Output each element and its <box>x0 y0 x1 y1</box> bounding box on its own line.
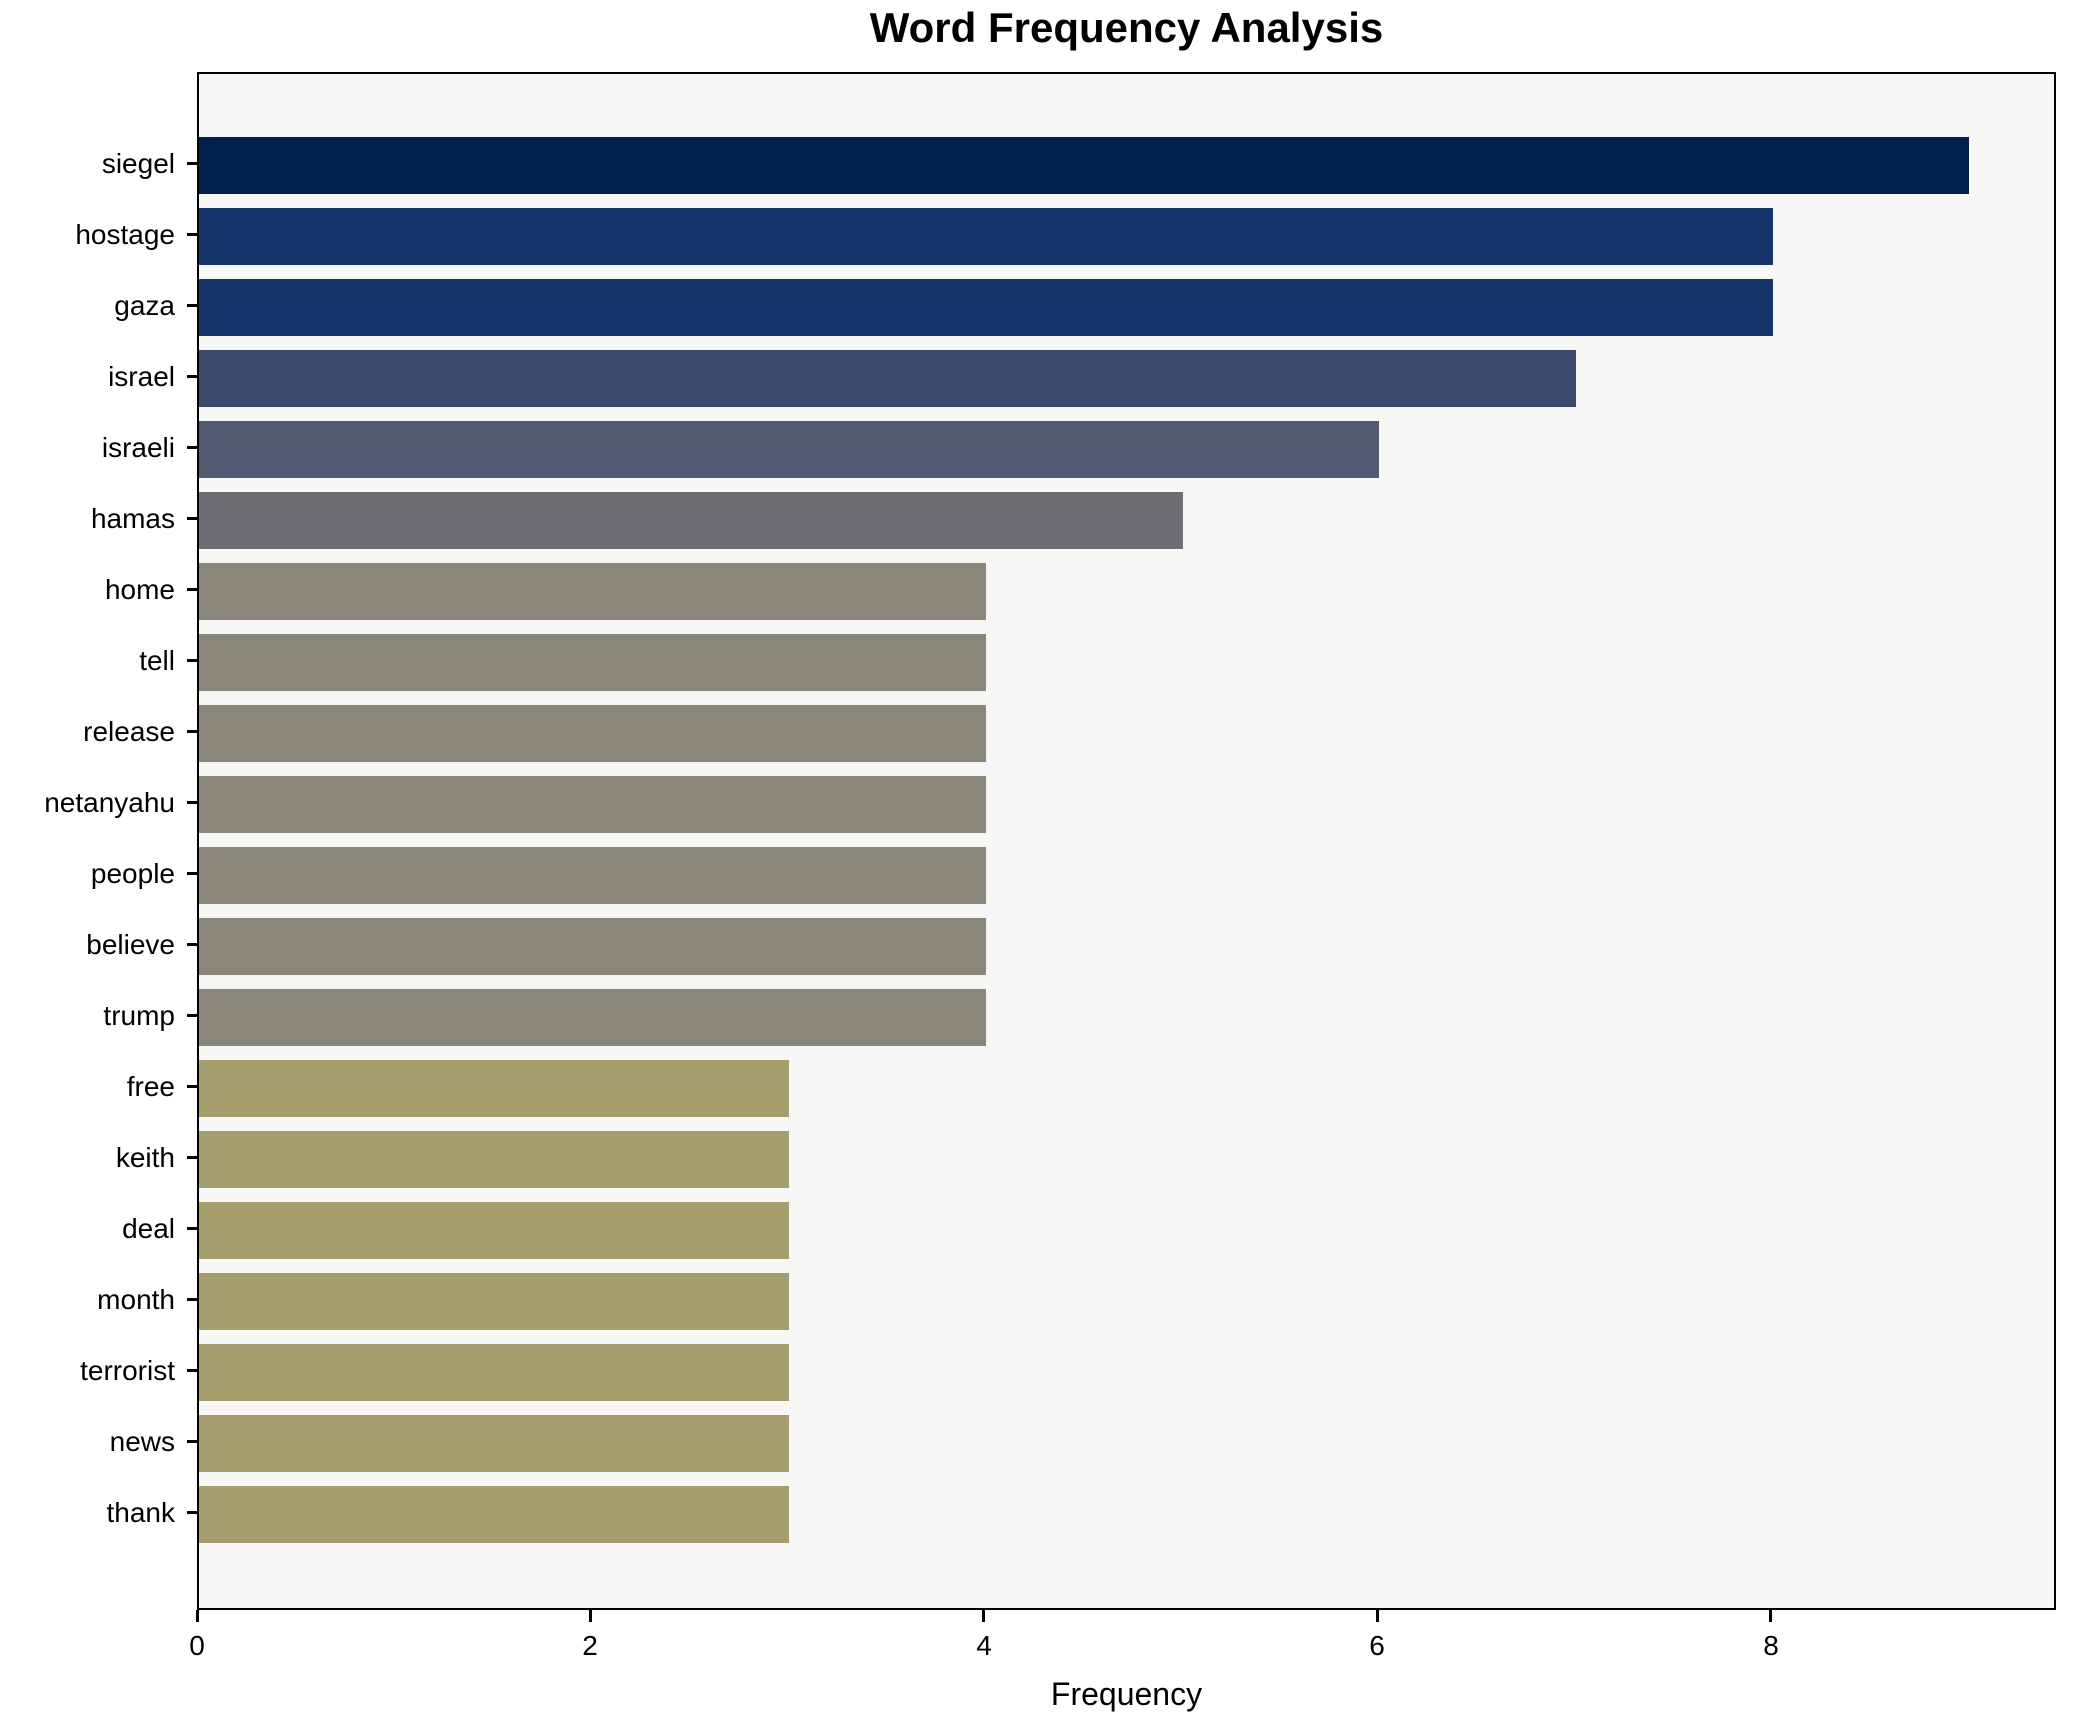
y-tick-label-month: month <box>97 1284 175 1315</box>
x-tick-mark <box>1769 1610 1772 1622</box>
y-tick-label-netanyahu: netanyahu <box>44 787 175 818</box>
bar-hamas <box>199 492 1183 549</box>
bar-deal <box>199 1202 789 1259</box>
bar-netanyahu <box>199 776 986 833</box>
y-tick-label-news: news <box>109 1426 175 1457</box>
y-tick-label-siegel: siegel <box>101 148 175 179</box>
y-tick-label-people: people <box>90 858 175 889</box>
y-tick-mark <box>187 1085 197 1088</box>
y-tick-label-trump: trump <box>103 1000 175 1031</box>
x-tick-label-0: 0 <box>189 1630 205 1661</box>
x-tick-label-2: 2 <box>582 1630 598 1661</box>
y-tick-label-free: free <box>126 1071 175 1102</box>
y-tick-mark <box>187 1440 197 1443</box>
y-tick-label-thank: thank <box>106 1497 176 1528</box>
y-tick-mark <box>187 375 197 378</box>
bar-people <box>199 847 986 904</box>
bar-israeli <box>199 421 1379 478</box>
y-tick-mark <box>187 517 197 520</box>
bar-terrorist <box>199 1344 789 1401</box>
y-tick-label-israel: israel <box>108 361 175 392</box>
bar-news <box>199 1415 789 1472</box>
y-tick-label-believe: believe <box>86 929 175 960</box>
y-tick-label-release: release <box>83 716 175 747</box>
y-tick-mark <box>187 1369 197 1372</box>
y-tick-mark <box>187 588 197 591</box>
bar-thank <box>199 1486 789 1543</box>
x-tick-mark <box>589 1610 592 1622</box>
bar-tell <box>199 634 986 691</box>
bar-siegel <box>199 137 1969 194</box>
y-tick-label-tell: tell <box>139 645 175 676</box>
bar-month <box>199 1273 789 1330</box>
y-tick-mark <box>187 233 197 236</box>
x-tick-label-6: 6 <box>1369 1630 1385 1661</box>
y-tick-mark <box>187 872 197 875</box>
bar-believe <box>199 918 986 975</box>
y-tick-label-keith: keith <box>115 1142 175 1173</box>
x-tick-mark <box>982 1610 985 1622</box>
y-tick-mark <box>187 943 197 946</box>
bar-israel <box>199 350 1576 407</box>
y-tick-mark <box>187 1227 197 1230</box>
y-tick-mark <box>187 659 197 662</box>
x-tick-label-8: 8 <box>1763 1630 1779 1661</box>
x-tick-mark <box>1376 1610 1379 1622</box>
bar-trump <box>199 989 986 1046</box>
chart-title: Word Frequency Analysis <box>869 4 1384 51</box>
y-tick-mark <box>187 304 197 307</box>
y-tick-mark <box>187 1298 197 1301</box>
y-tick-label-hamas: hamas <box>90 503 175 534</box>
y-tick-label-israeli: israeli <box>101 432 175 463</box>
y-tick-mark <box>187 730 197 733</box>
bar-release <box>199 705 986 762</box>
y-tick-mark <box>187 1511 197 1514</box>
y-tick-mark <box>187 446 197 449</box>
bar-free <box>199 1060 789 1117</box>
y-tick-label-terrorist: terrorist <box>80 1355 175 1386</box>
plot-area <box>197 72 2056 1610</box>
x-axis-label: Frequency <box>1050 1676 1203 1712</box>
y-tick-label-hostage: hostage <box>75 219 175 250</box>
y-tick-label-gaza: gaza <box>114 290 175 321</box>
y-tick-label-home: home <box>104 574 175 605</box>
bar-keith <box>199 1131 789 1188</box>
y-tick-mark <box>187 1014 197 1017</box>
bar-home <box>199 563 986 620</box>
x-tick-mark <box>196 1610 199 1622</box>
y-tick-mark <box>187 162 197 165</box>
y-tick-label-deal: deal <box>122 1213 175 1244</box>
x-tick-label-4: 4 <box>976 1630 992 1661</box>
y-tick-mark <box>187 801 197 804</box>
bar-gaza <box>199 279 1773 336</box>
y-tick-mark <box>187 1156 197 1159</box>
bar-hostage <box>199 208 1773 265</box>
